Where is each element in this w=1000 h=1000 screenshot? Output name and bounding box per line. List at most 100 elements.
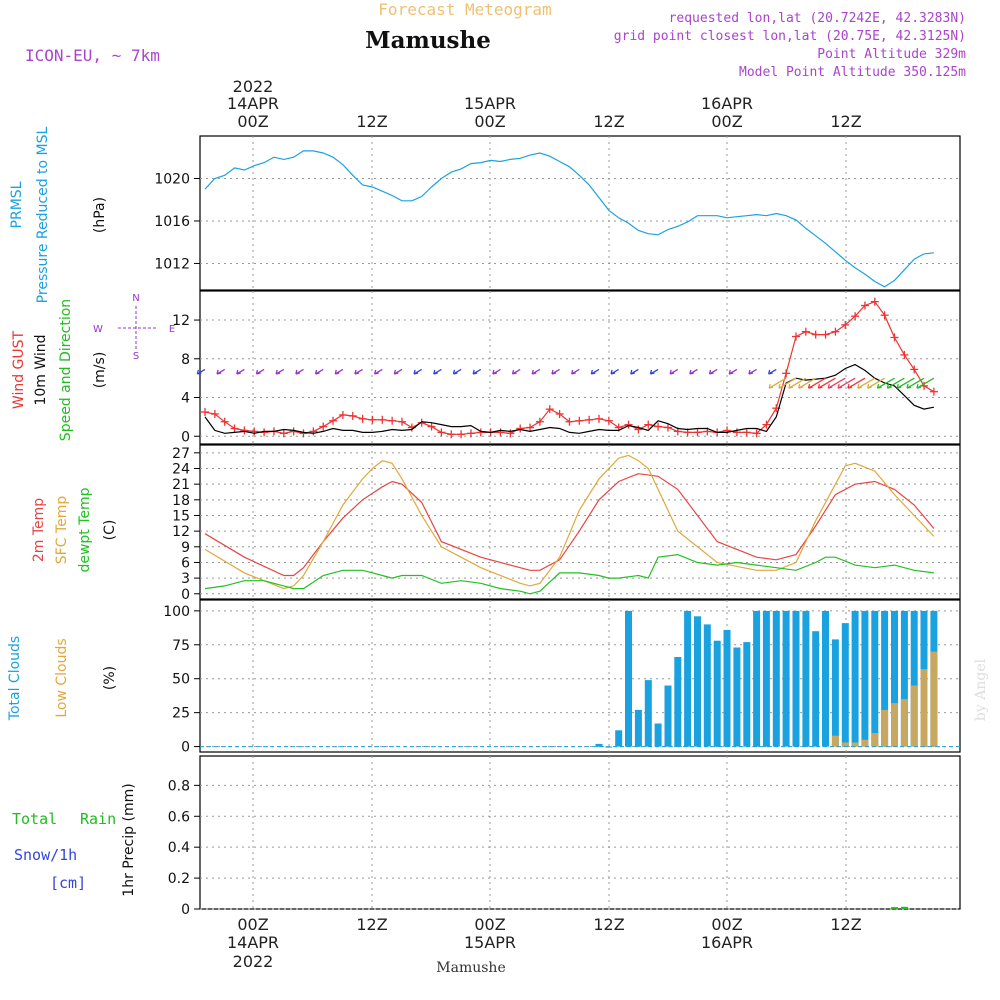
gust-point bbox=[368, 415, 377, 424]
bar-total-clouds bbox=[694, 616, 701, 747]
bar-low-clouds bbox=[851, 742, 859, 747]
wind-barb-head bbox=[778, 383, 781, 389]
wind-barb bbox=[630, 368, 639, 375]
temp-dewpt-label: dewpt Temp bbox=[77, 487, 93, 572]
wind-barb-head bbox=[492, 369, 495, 375]
series-line-sfc-temp bbox=[204, 454, 935, 590]
y-tick-label: 27 bbox=[172, 446, 190, 462]
wind-barb bbox=[275, 368, 285, 375]
bar-low-clouds bbox=[920, 669, 928, 747]
y-tick-label: 0.6 bbox=[168, 809, 190, 825]
bar-total-clouds bbox=[871, 610, 879, 747]
top-date-14apr: 14APR bbox=[227, 94, 279, 113]
wind-barb-shaft bbox=[798, 377, 817, 389]
wind-barb bbox=[354, 368, 363, 375]
y-tick-label: 24 bbox=[172, 461, 190, 477]
wind-barb-head bbox=[551, 369, 554, 375]
grid-lines bbox=[194, 136, 960, 910]
bar-total-clouds bbox=[881, 610, 889, 747]
gust-point bbox=[801, 327, 810, 336]
bar-low-clouds bbox=[910, 685, 918, 747]
wind-barb-head bbox=[748, 369, 751, 375]
wind-barb bbox=[511, 368, 521, 375]
bar-low-clouds bbox=[891, 703, 898, 747]
wind-barb bbox=[886, 377, 905, 389]
bar-total-clouds bbox=[595, 743, 603, 747]
wind-barb bbox=[590, 368, 600, 375]
gust-point bbox=[201, 408, 209, 417]
low-clouds-label: Low Clouds bbox=[54, 638, 70, 717]
gust-point bbox=[644, 420, 653, 429]
wind-barb-head bbox=[314, 369, 318, 375]
gust-point bbox=[841, 320, 850, 329]
wind-barb bbox=[768, 377, 787, 389]
gust-point bbox=[545, 405, 554, 414]
gust-point bbox=[634, 425, 643, 434]
total-label: Total bbox=[12, 810, 57, 828]
bar-total-clouds bbox=[900, 610, 908, 747]
wind-barb-shaft bbox=[768, 377, 787, 389]
y-tick-label: 50 bbox=[172, 672, 190, 688]
gust-point bbox=[880, 311, 889, 320]
wind-barb-shaft bbox=[818, 377, 836, 389]
gust-point bbox=[890, 333, 899, 342]
bottom-tick-label: 12Z bbox=[593, 915, 624, 934]
wind-barb-head bbox=[768, 383, 771, 389]
wind-barb bbox=[433, 368, 442, 375]
gust-point bbox=[870, 297, 879, 306]
gust-point bbox=[663, 423, 672, 432]
wind-barb-head bbox=[275, 369, 278, 375]
wind-barb-shaft bbox=[857, 377, 876, 389]
wind-barb-head bbox=[433, 369, 436, 375]
bar-total-clouds bbox=[753, 610, 761, 747]
top-tick-label: 12Z bbox=[830, 112, 861, 131]
wind-barb-shaft bbox=[896, 377, 915, 389]
rain-label: Rain bbox=[80, 810, 116, 828]
wind-barb-head bbox=[393, 369, 396, 375]
wind-barb bbox=[778, 377, 797, 389]
wind-barb bbox=[906, 377, 925, 389]
wind-barb-head bbox=[728, 369, 731, 375]
bar-total-clouds bbox=[743, 642, 751, 747]
precip-unit: 1hr Precip (mm) bbox=[121, 783, 137, 896]
wind-barb-head bbox=[867, 383, 870, 389]
gust-point bbox=[585, 415, 594, 424]
bar-total-clouds bbox=[733, 647, 741, 747]
gust-point bbox=[210, 409, 219, 418]
series-line-wind-gust bbox=[204, 300, 935, 435]
wind-barb-head bbox=[827, 383, 830, 389]
wind-barb-head bbox=[708, 369, 712, 375]
wind-panel-frame bbox=[199, 290, 961, 445]
wind-barb bbox=[827, 377, 846, 389]
point-altitude: Point Altitude 329m bbox=[817, 47, 966, 62]
bar-total-clouds bbox=[891, 610, 898, 747]
y-tick-label: 21 bbox=[172, 477, 190, 493]
wind-barb-shaft bbox=[808, 377, 826, 389]
y-tick-label: 18 bbox=[172, 493, 190, 509]
wind-barb-head bbox=[334, 369, 337, 375]
bar-total-clouds bbox=[703, 624, 711, 747]
bar-total-rain bbox=[891, 907, 898, 909]
y-tick-label: 0 bbox=[181, 902, 190, 918]
y-tick-label: 4 bbox=[181, 391, 190, 407]
y-tick-label: 15 bbox=[172, 508, 190, 524]
y-tick-label: 0.4 bbox=[168, 840, 190, 856]
pressure-unit: (hPa) bbox=[92, 197, 108, 233]
bar-total-clouds bbox=[772, 610, 780, 747]
gust-point bbox=[348, 411, 357, 420]
bar-total-clouds bbox=[822, 610, 829, 747]
temp-2m-label: 2m Temp bbox=[31, 498, 47, 562]
wind-barb-head bbox=[817, 383, 821, 389]
wind-barb bbox=[236, 368, 245, 375]
wind-barb bbox=[374, 368, 383, 375]
compass-e: E bbox=[169, 324, 175, 335]
wind-barb-shaft bbox=[877, 377, 895, 389]
top-tick-label: 12Z bbox=[356, 112, 387, 131]
gust-point bbox=[466, 429, 475, 438]
y-tick-label: 25 bbox=[172, 706, 190, 722]
bar-total-clouds bbox=[861, 610, 869, 747]
gust-point bbox=[860, 301, 869, 310]
watermark: by Angel bbox=[973, 658, 989, 721]
gust-point bbox=[792, 332, 800, 341]
temp-unit: (C) bbox=[102, 520, 118, 541]
